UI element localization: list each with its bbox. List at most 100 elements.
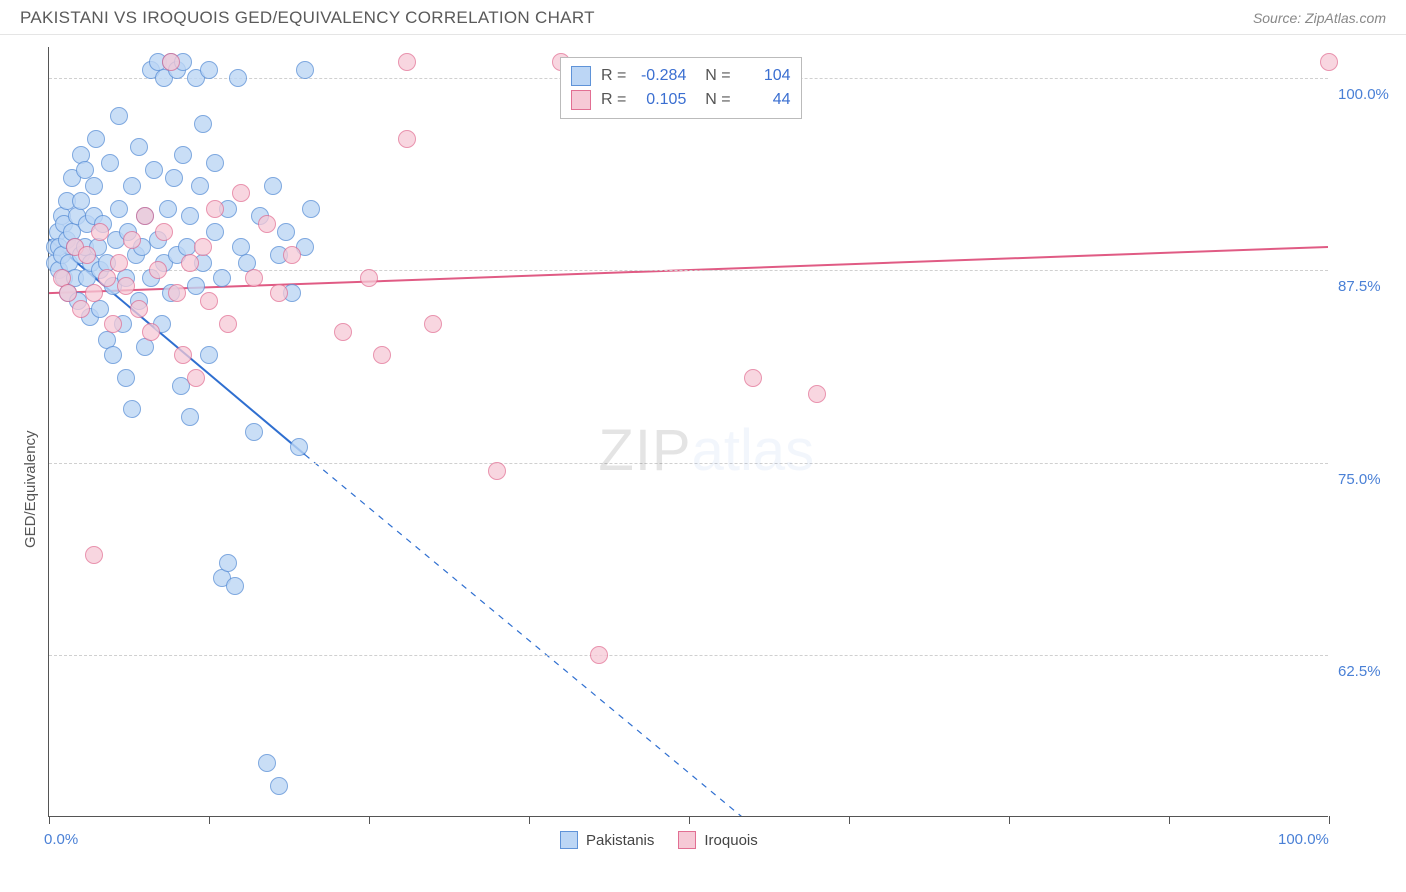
stats-row: R =0.105 N =44 <box>571 88 791 112</box>
data-point <box>155 223 173 241</box>
data-point <box>91 223 109 241</box>
y-axis-title: GED/Equivalency <box>22 430 39 548</box>
data-point <box>270 777 288 795</box>
data-point <box>117 277 135 295</box>
data-point <box>213 269 231 287</box>
chart-header: PAKISTANI VS IROQUOIS GED/EQUIVALENCY CO… <box>0 0 1406 35</box>
data-point <box>206 223 224 241</box>
data-point <box>264 177 282 195</box>
data-point <box>145 161 163 179</box>
stat-label-n: N = <box>696 91 730 109</box>
data-point <box>206 200 224 218</box>
data-point <box>334 323 352 341</box>
data-point <box>245 269 263 287</box>
data-point <box>85 284 103 302</box>
data-point <box>130 138 148 156</box>
data-point <box>200 292 218 310</box>
data-point <box>398 53 416 71</box>
data-point <box>85 177 103 195</box>
data-point <box>488 462 506 480</box>
data-point <box>200 346 218 364</box>
y-axis-tick-label: 62.5% <box>1338 663 1381 680</box>
data-point <box>219 554 237 572</box>
scatter-plot <box>48 47 1328 817</box>
data-point <box>72 192 90 210</box>
data-point <box>98 269 116 287</box>
stats-row: R = -0.284 N = 104 <box>571 64 791 88</box>
data-point <box>117 369 135 387</box>
data-point <box>78 246 96 264</box>
data-point <box>123 231 141 249</box>
legend-item: Pakistanis <box>560 831 654 849</box>
data-point <box>744 369 762 387</box>
y-axis-tick-label: 75.0% <box>1338 471 1381 488</box>
data-point <box>104 346 122 364</box>
data-point <box>136 338 154 356</box>
data-point <box>91 300 109 318</box>
data-point <box>59 284 77 302</box>
data-point <box>398 130 416 148</box>
x-axis-tick <box>849 816 850 824</box>
chart-area: GED/Equivalency R =-0.284 N =104R =0.105… <box>0 35 1406 889</box>
data-point <box>123 400 141 418</box>
data-point <box>87 130 105 148</box>
x-axis-tick <box>1329 816 1330 824</box>
data-point <box>219 315 237 333</box>
data-point <box>229 69 247 87</box>
data-point <box>123 177 141 195</box>
data-point <box>194 115 212 133</box>
data-point <box>206 154 224 172</box>
data-point <box>373 346 391 364</box>
data-point <box>181 408 199 426</box>
data-point <box>302 200 320 218</box>
data-point <box>296 61 314 79</box>
data-point <box>194 238 212 256</box>
stat-label-r: R = <box>601 67 626 85</box>
gridline-h <box>49 655 1328 656</box>
data-point <box>162 53 180 71</box>
data-point <box>283 246 301 264</box>
stat-value-n: 104 <box>741 67 791 85</box>
stat-label-n: N = <box>696 67 730 85</box>
data-point <box>191 177 209 195</box>
data-point <box>270 284 288 302</box>
stat-label-r: R = <box>601 91 626 109</box>
data-point <box>424 315 442 333</box>
data-point <box>130 300 148 318</box>
data-point <box>72 300 90 318</box>
data-point <box>85 546 103 564</box>
data-point <box>104 315 122 333</box>
data-point <box>245 423 263 441</box>
x-axis-tick <box>1009 816 1010 824</box>
data-point <box>258 754 276 772</box>
data-point <box>200 61 218 79</box>
stat-value-n: 44 <box>741 91 791 109</box>
data-point <box>360 269 378 287</box>
x-axis-tick <box>689 816 690 824</box>
data-point <box>101 154 119 172</box>
data-point <box>136 207 154 225</box>
data-point <box>110 200 128 218</box>
data-point <box>168 284 186 302</box>
data-point <box>142 323 160 341</box>
trend-lines <box>49 47 1328 816</box>
data-point <box>808 385 826 403</box>
x-axis-max-label: 100.0% <box>1278 831 1329 848</box>
data-point <box>174 146 192 164</box>
x-axis-min-label: 0.0% <box>44 831 78 848</box>
source-attribution: Source: ZipAtlas.com <box>1253 10 1386 26</box>
y-axis-tick-label: 100.0% <box>1338 86 1389 103</box>
stat-value-r: -0.284 <box>636 67 686 85</box>
x-axis-tick <box>529 816 530 824</box>
data-point <box>159 200 177 218</box>
data-point <box>110 107 128 125</box>
legend-swatch <box>560 831 578 849</box>
data-point <box>174 346 192 364</box>
data-point <box>277 223 295 241</box>
y-axis-tick-label: 87.5% <box>1338 278 1381 295</box>
series-swatch <box>571 90 591 110</box>
data-point <box>232 184 250 202</box>
legend-swatch <box>678 831 696 849</box>
x-axis-tick <box>1169 816 1170 824</box>
gridline-h <box>49 463 1328 464</box>
